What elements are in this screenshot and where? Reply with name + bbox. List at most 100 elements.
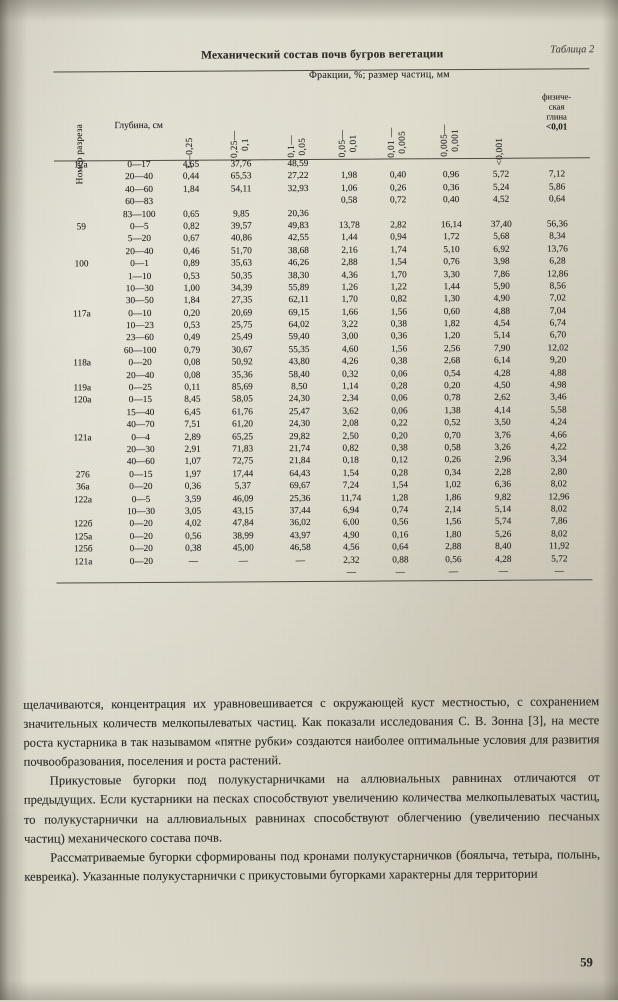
header-fraction-group: Фракции, %; размер частиц, мм [308, 69, 450, 81]
cell-f6: 0,52 [444, 418, 461, 429]
cell-f7: 3,50 [494, 417, 511, 429]
header-fraction-0.25-0.1: 0,25— 0,1 [212, 93, 270, 160]
cell-profile-number: 121а [74, 556, 93, 567]
paragraph-2: Прикустовые бугорки под полукустарничкам… [23, 770, 600, 846]
header-physical-clay-l4: <0,01 [546, 121, 568, 132]
cell-f3 [270, 197, 326, 210]
table-head: Номер разреза Глубина, см Фракции, %; ра… [53, 68, 590, 185]
cell-profile-number [54, 186, 108, 199]
cell-physical-clay: 11,92 [548, 541, 570, 552]
table-title: Механический состав почв бугров вегетаци… [201, 48, 444, 62]
soil-composition-table: Номер разреза Глубина, см Фракции, %; ра… [53, 68, 593, 584]
cell-f7: 4,90 [493, 294, 510, 305]
header-row-group: Номер разреза Глубина, см Фракции, %; ра… [53, 68, 590, 185]
header-physical-clay-l3: глина [546, 111, 567, 122]
cell-f3: 62,11 [288, 295, 310, 306]
cell-f6: 0,40 [443, 195, 460, 206]
header-physical-clay-l1: физиче- [541, 91, 572, 102]
cell-f2: 45,00 [232, 543, 254, 554]
cell-profile-number: 118а [73, 358, 92, 369]
header-f5-bottom: 0,005 [397, 130, 408, 154]
cell-f1: 0,08 [183, 357, 201, 369]
cell-f4: 1,70 [341, 294, 358, 306]
cell-f5: 0,64 [392, 542, 409, 553]
cell-depth: 0—20 [129, 556, 154, 567]
cell-f4: 0,58 [341, 195, 358, 206]
header-f7-text: <0,001 [494, 138, 506, 166]
cell-f4: 0,18 [342, 456, 359, 467]
cell-f1: 1,07 [184, 457, 201, 468]
table-caption: Механический состав почв бугров вегетаци… [52, 44, 594, 62]
header-f5-top: 0,01 — [386, 127, 398, 158]
cell-f5: 0,38 [390, 356, 408, 367]
cell-depth: 0—20 [128, 358, 152, 369]
cell-f1: 0,38 [185, 543, 202, 554]
cell-f2: 47,84 [232, 518, 254, 529]
cell-f1: 4,02 [184, 518, 202, 530]
header-f4-top: 0,05— [337, 130, 349, 158]
header-fraction-1-0.25: 1—0,25 [170, 94, 212, 170]
body-text: щелачиваются, концентрация их уравновеши… [23, 692, 600, 886]
cell-f5: 0,22 [391, 418, 408, 429]
cell-f5: 0,72 [390, 195, 407, 206]
soil-composition-table-wrapper: Номер разреза Глубина, см Фракции, %; ра… [53, 68, 593, 584]
cell-profile-number: 125б [73, 544, 93, 555]
cell-profile-number [55, 322, 109, 335]
cell-f2: 50,92 [231, 357, 253, 368]
cell-profile-number [55, 285, 109, 298]
cell-f6: — [448, 566, 459, 578]
cell-profile-number: 120а [73, 395, 92, 406]
header-fraction-0.1-0.05: 0,1— 0,05 [270, 93, 326, 160]
cell-f3: 69,67 [289, 481, 311, 492]
cell-profile-number: 59 [76, 222, 87, 233]
cell-profile-number [55, 273, 109, 286]
cell-f6: 0,76 [443, 257, 460, 268]
cell-f7: 3,98 [493, 256, 510, 267]
cell-f7: 8,40 [495, 541, 512, 552]
cell-f5: 1,54 [391, 480, 409, 491]
cell-profile-number: 121а [73, 432, 92, 444]
header-f6-top: 0,005— [439, 124, 451, 158]
cell-f3: 43,80 [288, 357, 310, 368]
cell-f7: — [498, 566, 509, 577]
table-body: 12а 0—17 4,65 37,76 48,59 20—40 0,44 65,53 27,22… [53, 157, 593, 584]
cell-f4: 7,24 [342, 480, 360, 491]
cell-f7: 6,14 [493, 356, 511, 367]
cell-f6: 1,72 [443, 232, 460, 243]
header-f3-bottom: 0,05 [297, 137, 308, 156]
header-fraction-0.01-0.005: 0,01 — 0,005 [372, 92, 424, 159]
cell-profile-number: 122б [73, 519, 93, 530]
cell-f7: 5,68 [493, 232, 510, 243]
cell-f1: 0,67 [183, 234, 200, 245]
cell-profile-number [54, 198, 108, 211]
cell-f4: 4,26 [341, 356, 359, 368]
cell-f1: 0,89 [183, 258, 200, 269]
cell-f2 [212, 197, 270, 210]
cell-f1: 1,84 [183, 295, 200, 307]
cell-f3: 32,93 [287, 183, 309, 194]
cell-depth: 0—20 [129, 519, 153, 530]
header-fraction-lt-0.001: <0,001 [478, 92, 524, 166]
cell-profile-number [56, 421, 110, 434]
cell-depth: 0—20 [129, 482, 153, 493]
cell-depth [110, 570, 172, 583]
cell-f2: — [238, 555, 249, 566]
cell-f1: 1,84 [182, 184, 200, 195]
cell-f2 [214, 569, 272, 582]
cell-physical-clay: 0,64 [548, 194, 566, 205]
cell-f2: 54,11 [230, 184, 252, 195]
cell-physical-clay: 7,02 [549, 293, 566, 304]
cell-f4: — [346, 567, 357, 578]
cell-depth: 30—50 [125, 296, 154, 307]
cell-f6: 1,30 [443, 294, 460, 305]
cell-f4: 4,56 [343, 542, 360, 553]
cell-f3: 36,02 [289, 518, 311, 529]
cell-f1: 0,36 [184, 481, 202, 492]
cell-f6: 2,68 [443, 356, 461, 367]
cell-depth: 0—1 [130, 259, 149, 270]
cell-depth: 0—20 [129, 544, 153, 555]
cell-profile-number: 117а [72, 309, 91, 320]
table-row: — — — — — [56, 566, 593, 584]
page-number: 59 [580, 955, 593, 970]
